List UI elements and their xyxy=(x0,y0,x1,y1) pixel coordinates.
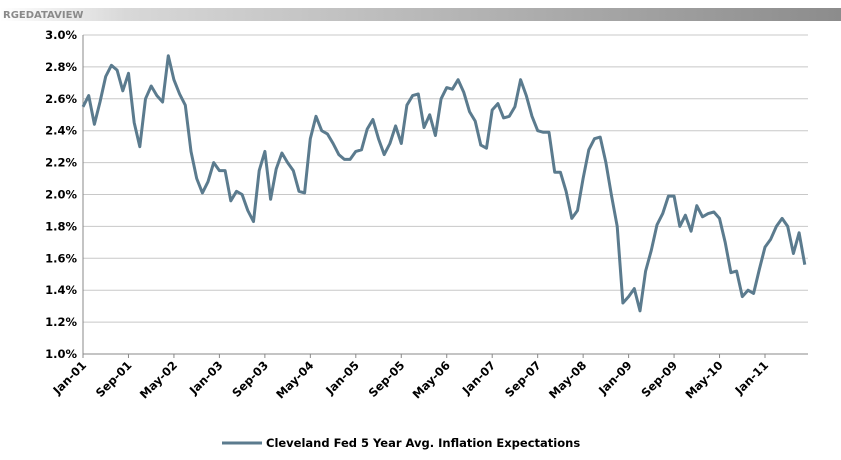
x-tick-label: Jan-09 xyxy=(595,358,635,398)
x-tick-label: Sep-09 xyxy=(638,358,680,400)
x-tick-label: Jan-03 xyxy=(186,358,226,398)
header-title: RGEDATAVIEW xyxy=(3,10,83,21)
x-tick-label: Sep-01 xyxy=(93,358,135,400)
y-tick-label: 2.0% xyxy=(45,188,77,202)
x-tick-label: Sep-03 xyxy=(229,358,271,400)
y-tick-label: 1.6% xyxy=(45,251,77,265)
y-tick-label: 1.4% xyxy=(45,283,77,297)
x-tick-label: Sep-07 xyxy=(502,358,544,400)
x-tick-label: May-04 xyxy=(273,358,316,401)
y-tick-label: 3.0% xyxy=(45,28,77,42)
x-tick-label: Jan-01 xyxy=(50,358,90,398)
y-tick-label: 1.0% xyxy=(45,347,77,361)
y-tick-label: 1.2% xyxy=(45,315,77,329)
legend-label: Cleveland Fed 5 Year Avg. Inflation Expe… xyxy=(266,436,580,450)
y-tick-label: 2.8% xyxy=(45,60,77,74)
x-tick-label: Jan-11 xyxy=(732,358,772,398)
x-tick-label: May-08 xyxy=(546,358,589,401)
y-tick-label: 2.4% xyxy=(45,124,77,138)
series-line xyxy=(81,54,807,313)
x-tick-label: Sep-05 xyxy=(366,358,408,400)
x-tick-label: May-02 xyxy=(137,358,180,401)
y-tick-label: 2.6% xyxy=(45,92,77,106)
x-tick-label: Jan-07 xyxy=(459,358,499,398)
y-tick-label: 1.8% xyxy=(45,219,77,233)
x-tick-label: May-06 xyxy=(410,358,453,401)
x-tick-label: Jan-05 xyxy=(322,358,362,398)
header-bar xyxy=(0,8,841,21)
y-tick-label: 2.2% xyxy=(45,156,77,170)
x-tick-label: May-10 xyxy=(682,358,725,401)
